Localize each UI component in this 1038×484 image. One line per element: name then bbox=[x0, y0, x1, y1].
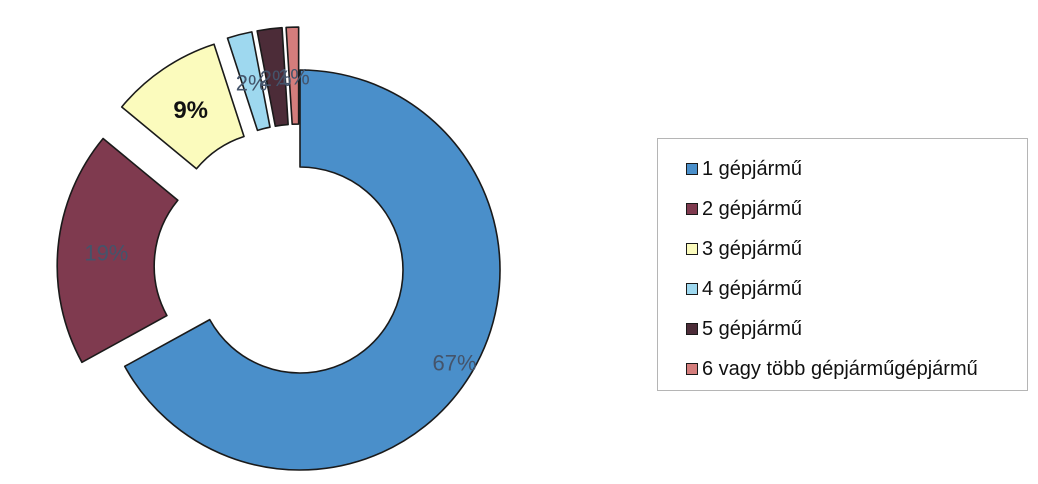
legend-swatch bbox=[686, 363, 698, 375]
data-label: 2% bbox=[260, 66, 292, 91]
legend-item: 1 gépjármű bbox=[686, 149, 1027, 189]
legend-label: 2 gépjármű bbox=[702, 197, 803, 220]
legend-label: 1 gépjármű bbox=[702, 157, 803, 180]
legend-swatch bbox=[686, 243, 698, 255]
data-label: 19% bbox=[84, 241, 128, 266]
donut-slice bbox=[56, 137, 179, 364]
legend-label: 4 gépjármű bbox=[702, 277, 803, 300]
donut-slice bbox=[123, 69, 501, 471]
legend-item: 4 gépjármű bbox=[686, 269, 1027, 309]
data-label: 67% bbox=[432, 350, 476, 375]
legend-label: 6 vagy több gépjárműgépjármű bbox=[702, 357, 978, 380]
donut-slice bbox=[285, 26, 300, 126]
legend-item: 3 gépjármű bbox=[686, 229, 1027, 269]
donut-slice bbox=[226, 31, 271, 132]
data-label: 9% bbox=[173, 97, 208, 124]
legend-item: 6 vagy több gépjárműgépjármű bbox=[686, 349, 1027, 389]
donut-slice bbox=[120, 43, 245, 170]
legend-swatch bbox=[686, 203, 698, 215]
legend-swatch bbox=[686, 283, 698, 295]
data-label: 2% bbox=[236, 71, 268, 96]
donut-slice bbox=[256, 26, 289, 127]
legend-label: 3 gépjármű bbox=[702, 237, 803, 260]
legend-label: 5 gépjármű bbox=[702, 317, 803, 340]
legend-item: 5 gépjármű bbox=[686, 309, 1027, 349]
legend-swatch bbox=[686, 323, 698, 335]
legend: 1 gépjármű 2 gépjármű 3 gépjármű 4 gépjá… bbox=[657, 138, 1028, 391]
data-label: 1% bbox=[278, 65, 310, 90]
legend-swatch bbox=[686, 163, 698, 175]
legend-item: 2 gépjármű bbox=[686, 189, 1027, 229]
